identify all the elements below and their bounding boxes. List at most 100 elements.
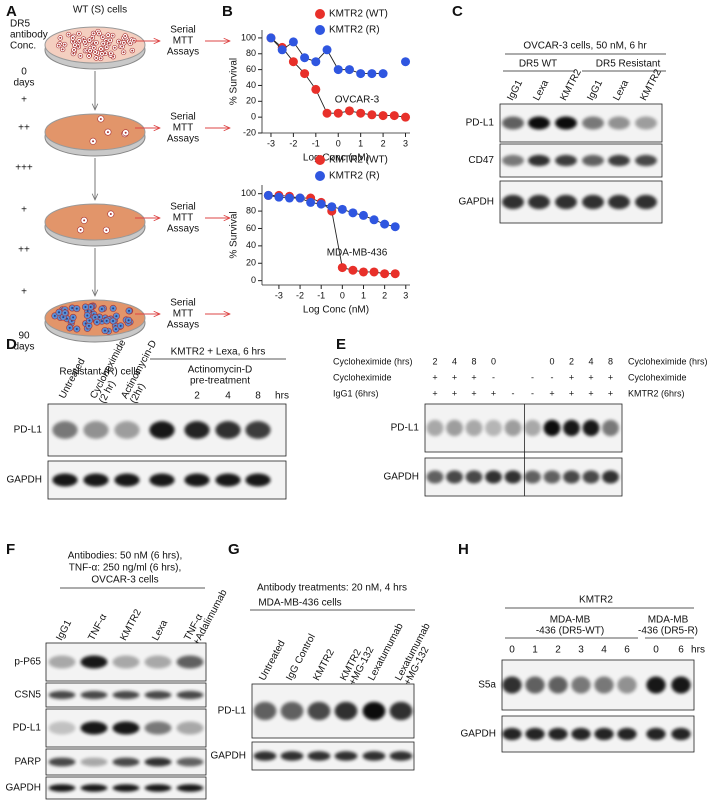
band — [555, 116, 577, 130]
label: DR5 — [10, 19, 30, 30]
nucleus — [61, 48, 64, 51]
label: 8 — [255, 391, 261, 402]
nucleus — [98, 32, 101, 35]
band — [48, 757, 76, 767]
legend-label: KMTR2 (WT) — [329, 155, 388, 166]
band — [144, 721, 172, 735]
lane-label: Untreated — [57, 357, 87, 401]
condition: + — [432, 388, 437, 398]
dish — [44, 203, 146, 241]
label: DR5 Resistant — [596, 59, 661, 70]
nucleus — [75, 328, 78, 331]
condition: 4 — [452, 356, 457, 366]
nucleus — [102, 42, 105, 45]
condition: + — [471, 388, 476, 398]
row-label: PD-L1 — [466, 118, 495, 129]
band — [176, 784, 204, 792]
label: Actinomycin-D — [188, 365, 252, 376]
point — [348, 208, 358, 218]
band — [485, 419, 502, 437]
band — [112, 655, 140, 669]
nucleus — [86, 309, 89, 312]
legend-marker — [315, 9, 325, 19]
point — [358, 210, 368, 220]
lane-label: KMTR2 — [118, 607, 144, 642]
label: Assays — [167, 224, 199, 235]
nucleus — [87, 324, 90, 327]
nucleus — [89, 306, 92, 309]
band — [114, 473, 140, 487]
row-label: GAPDH — [6, 475, 42, 486]
row-label: p-P65 — [14, 657, 41, 668]
band — [112, 721, 140, 735]
nucleus — [121, 45, 124, 48]
point — [333, 108, 343, 118]
condition: - — [512, 388, 515, 398]
x-tick-label: 1 — [358, 138, 363, 148]
point — [277, 45, 287, 55]
label: 1 — [532, 645, 538, 656]
condition: + — [491, 388, 496, 398]
lane-label: KMTR2 — [311, 647, 337, 682]
band — [646, 727, 666, 741]
label: 2 — [194, 391, 200, 402]
y-tick-label: 0 — [251, 112, 256, 122]
point — [306, 197, 316, 207]
nucleus — [92, 140, 95, 143]
band — [671, 676, 691, 694]
band — [582, 116, 604, 130]
point — [367, 110, 377, 120]
nucleus — [71, 306, 74, 309]
band — [502, 727, 522, 741]
band — [524, 419, 541, 437]
y-axis-label: % Survival — [229, 211, 240, 258]
nucleus — [84, 305, 87, 308]
row-label: GAPDH — [383, 472, 419, 483]
point — [356, 69, 366, 79]
band — [253, 701, 277, 721]
nucleus — [95, 56, 98, 59]
band — [555, 154, 577, 167]
label: Cycloheximide (hrs) — [333, 356, 413, 366]
condition: + — [569, 388, 574, 398]
point — [378, 111, 388, 121]
label: 4 — [601, 645, 607, 656]
nucleus — [78, 39, 81, 42]
band — [176, 757, 204, 767]
label: hrs — [275, 391, 289, 402]
x-axis-label: Log Conc (nM) — [303, 305, 369, 316]
band — [426, 470, 444, 484]
band — [48, 655, 76, 669]
point — [348, 265, 358, 275]
label: MTT — [173, 309, 194, 320]
nucleus — [72, 316, 75, 319]
label: MTT — [173, 123, 194, 134]
row-label: CSN5 — [14, 690, 41, 701]
nucleus — [99, 47, 102, 50]
band — [594, 727, 614, 741]
label: 4 — [225, 391, 231, 402]
label: Serial — [170, 298, 196, 309]
condition: + — [608, 372, 613, 382]
band — [504, 470, 522, 484]
condition: 2 — [569, 356, 574, 366]
condition: 0 — [491, 356, 496, 366]
label: 6 — [624, 645, 630, 656]
nucleus — [109, 52, 112, 55]
nucleus — [101, 36, 104, 39]
legend-label: KMTR2 (WT) — [329, 9, 388, 20]
label: Serial — [170, 202, 196, 213]
label: WT (S) cells — [73, 5, 127, 16]
nucleus — [99, 57, 102, 60]
label: + — [21, 205, 27, 216]
band — [543, 419, 561, 437]
band — [149, 421, 175, 439]
label: MDA-MB — [550, 615, 591, 626]
point — [327, 202, 337, 212]
y-tick-label: 100 — [241, 188, 256, 198]
label: KMTR2 — [579, 595, 613, 606]
nucleus — [109, 213, 112, 216]
label: OVCAR-3 cells — [91, 575, 158, 586]
point — [288, 57, 298, 67]
band — [594, 676, 614, 694]
